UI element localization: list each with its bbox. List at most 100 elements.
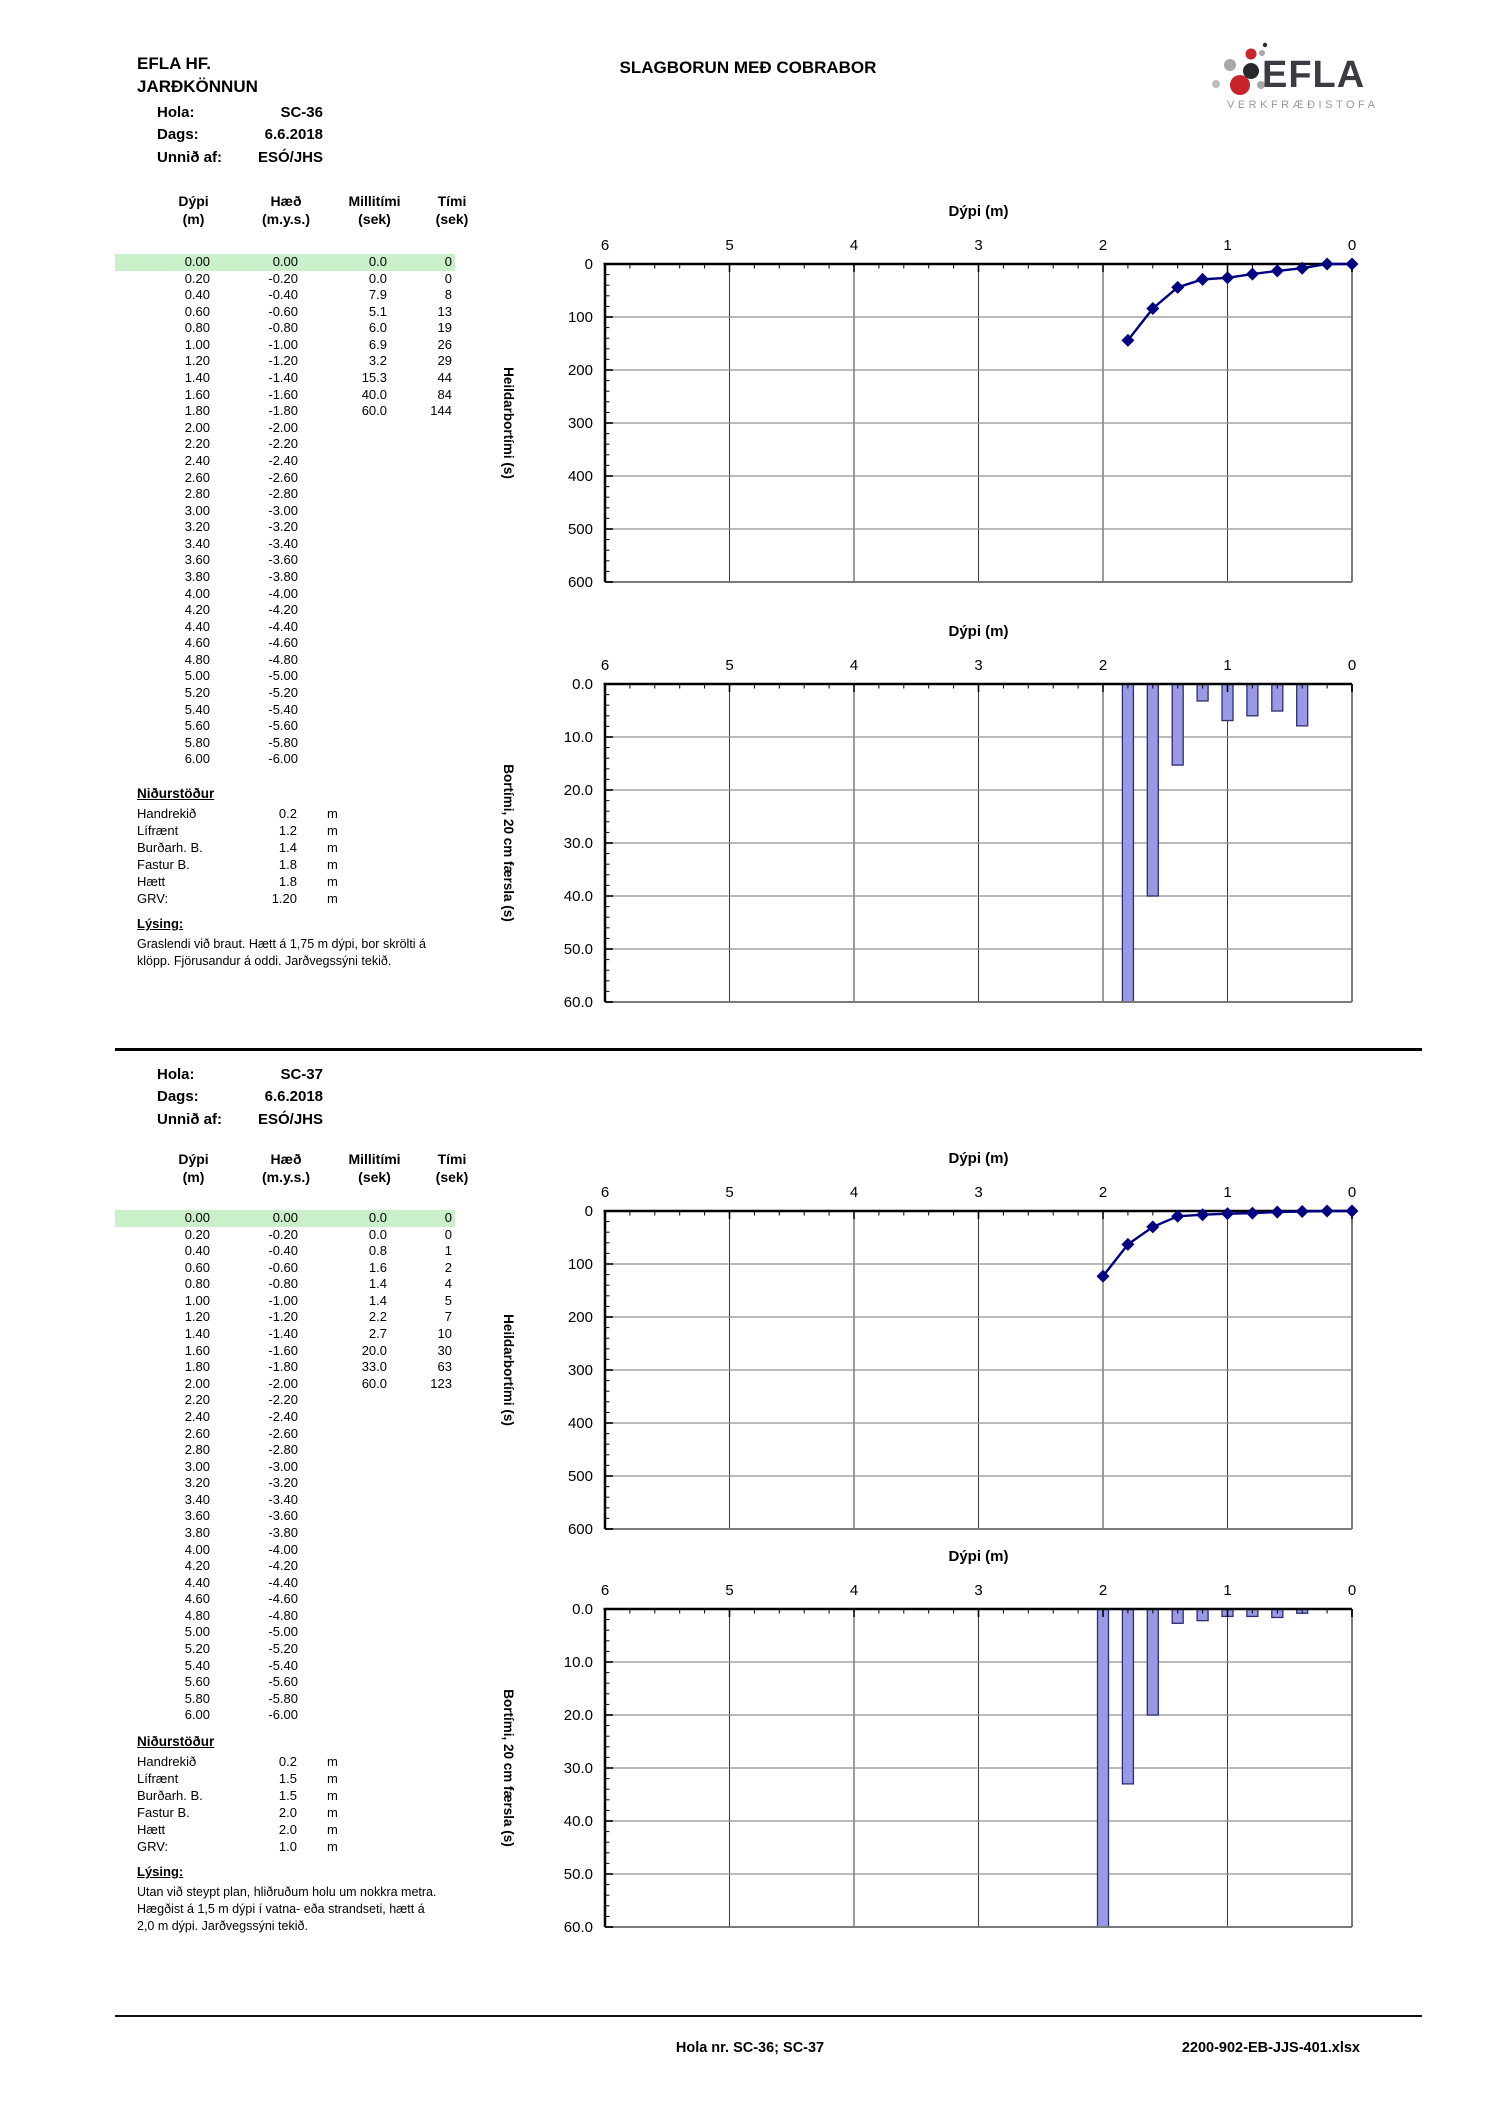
kv-row: Unnið af: ESÓ/JHS [157, 149, 417, 171]
svg-text:Dýpi (m): Dýpi (m) [949, 1548, 1009, 1565]
kv-value: 0.2 [278, 806, 297, 821]
svg-text:4: 4 [850, 237, 858, 254]
svg-text:Dýpi (m): Dýpi (m) [949, 203, 1009, 220]
table-row: 5.40 -5.40 [184, 701, 298, 717]
kv-label: Hola: [157, 1066, 195, 1083]
table-body-sc36: 0.00 0.00 0.0 0 0.20 -0.20 0.0 0 0.40 -0.40 7.9 8 0.… [115, 254, 455, 768]
kv-unit: m [327, 1771, 338, 1786]
column-header: Tími (sek) [435, 1151, 469, 1185]
table-row: 6.00 -6.00 [184, 1707, 298, 1723]
svg-text:600: 600 [568, 1521, 593, 1538]
results-sc36: Handrekið 0.2 m Lífrænt 1.2 m Burðarh. B. 1.4 m F… [137, 805, 342, 907]
table-row: 2.40 -2.40 [184, 1408, 298, 1424]
kv-row: Burðarh. B. 1.5 m [137, 1787, 342, 1804]
table-row: 0.60 -0.60 1.6 2 [184, 1259, 452, 1275]
efla-logo-subtitle: VERKFRÆÐISTOFA [1227, 99, 1379, 111]
description-line: Hægðist á 1,5 m dýpi í vatna- eða strand… [137, 1902, 425, 1917]
svg-text:300: 300 [568, 415, 593, 432]
svg-text:5: 5 [725, 1184, 733, 1201]
table-row: 4.40 -4.40 [184, 618, 298, 634]
svg-text:Bortími, 20 cm færsla (s): Bortími, 20 cm færsla (s) [501, 1689, 516, 1847]
svg-text:0.0: 0.0 [572, 1601, 593, 1618]
kv-value: ESÓ/JHS [257, 1110, 323, 1128]
table-row: 0.20 -0.20 0.0 0 [184, 1226, 452, 1242]
kv-unit: m [327, 1839, 338, 1854]
kv-label: Unnið af: [157, 1110, 222, 1128]
table-row: 5.00 -5.00 [184, 668, 298, 684]
description-text-sc36: Graslendi við braut. Hætt á 1,75 m dýpi,… [137, 936, 482, 970]
svg-text:10.0: 10.0 [564, 729, 593, 746]
kv-value: 1.20 [271, 891, 297, 906]
svg-text:2: 2 [1099, 1582, 1107, 1599]
kv-row: Burðarh. B. 1.4 m [137, 839, 342, 856]
svg-text:100: 100 [568, 1256, 593, 1273]
svg-text:400: 400 [568, 1415, 593, 1432]
kv-row: Fastur B. 2.0 m [137, 1804, 342, 1821]
kv-row: Dags: 6.6.2018 [157, 126, 417, 148]
kv-label: Fastur B. [137, 857, 190, 872]
svg-text:500: 500 [568, 1468, 593, 1485]
company-name: EFLA HF. [137, 54, 211, 73]
company-department: JARÐKÖNNUN [137, 77, 258, 96]
svg-text:60.0: 60.0 [564, 994, 593, 1011]
svg-text:10.0: 10.0 [564, 1654, 593, 1671]
svg-text:Heildarbortími (s): Heildarbortími (s) [501, 367, 516, 479]
table-row: 6.00 -6.00 [184, 751, 298, 767]
kv-label: GRV: [137, 1839, 169, 1854]
table-row: 1.60 -1.60 40.0 84 [184, 386, 452, 402]
kv-unit: m [327, 874, 338, 889]
kv-value: 0.2 [278, 1754, 297, 1769]
description-text-sc37: Utan við steypt plan, hliðruðum holu um … [137, 1884, 482, 1936]
column-header: Dýpi (m) [178, 1151, 209, 1185]
footer-hole-numbers: Hola nr. SC-36; SC-37 [675, 2040, 825, 2056]
table-row: 3.60 -3.60 [184, 552, 298, 568]
kv-label: Lífrænt [137, 823, 179, 838]
table-row: 1.20 -1.20 3.2 29 [184, 353, 452, 369]
column-header: Tími (sek) [435, 193, 469, 227]
table-row: 5.40 -5.40 [184, 1657, 298, 1673]
table-row: 3.40 -3.40 [184, 535, 298, 551]
kv-unit: m [327, 1822, 338, 1837]
table-row: 0.80 -0.80 1.4 4 [184, 1276, 452, 1292]
table-row: 4.80 -4.80 [184, 651, 298, 667]
svg-text:4: 4 [850, 1582, 858, 1599]
table-row: 5.20 -5.20 [184, 685, 298, 701]
table-row: 3.20 -3.20 [184, 519, 298, 535]
table-row: 2.20 -2.20 [184, 1392, 298, 1408]
table-row: 2.00 -2.00 60.0 123 [184, 1375, 452, 1391]
svg-text:5: 5 [725, 237, 733, 254]
table-row: 1.00 -1.00 6.9 26 [184, 336, 452, 352]
table-row: 3.40 -3.40 [184, 1491, 298, 1507]
kv-label: GRV: [137, 891, 169, 906]
kv-label: Unnið af: [157, 148, 222, 166]
table-row: 1.80 -1.80 33.0 63 [184, 1359, 452, 1375]
svg-text:500: 500 [568, 521, 593, 538]
table-row: 1.00 -1.00 1.4 5 [184, 1292, 452, 1308]
table-row: 1.20 -1.20 2.2 7 [184, 1309, 452, 1325]
table-row: 4.00 -4.00 [184, 1541, 298, 1557]
kv-value: 1.2 [278, 823, 297, 838]
table-row: 0.60 -0.60 5.1 13 [184, 303, 452, 319]
svg-text:30.0: 30.0 [564, 835, 593, 852]
results-sc37: Handrekið 0.2 m Lífrænt 1.5 m Burðarh. B. 1.5 m F… [137, 1753, 342, 1855]
kv-value: 6.6.2018 [264, 1088, 323, 1106]
footer-divider [115, 2015, 1422, 2017]
kv-value: 1.5 [278, 1788, 297, 1803]
footer-filename: 2200-902-EB-JJS-401.xlsx [1181, 2040, 1360, 2056]
table-row: 5.60 -5.60 [184, 1674, 298, 1690]
description-line: Utan við steypt plan, hliðruðum holu um … [137, 1885, 437, 1899]
kv-label: Hætt [137, 1822, 166, 1837]
table-row: 5.80 -5.80 [184, 1690, 298, 1706]
svg-text:3: 3 [974, 1184, 982, 1201]
table-row: 0.00 0.00 0.0 0 [115, 254, 455, 271]
table-row: 5.60 -5.60 [184, 718, 298, 734]
kv-label: Fastur B. [137, 1805, 190, 1820]
column-header: Millitími (sek) [348, 193, 401, 227]
svg-text:5: 5 [725, 657, 733, 674]
kv-label: Dags: [157, 1088, 199, 1106]
svg-text:3: 3 [974, 237, 982, 254]
svg-text:1: 1 [1223, 657, 1231, 674]
table-row: 3.80 -3.80 [184, 568, 298, 584]
kv-value: 1.0 [278, 1839, 297, 1854]
svg-text:4: 4 [850, 657, 858, 674]
